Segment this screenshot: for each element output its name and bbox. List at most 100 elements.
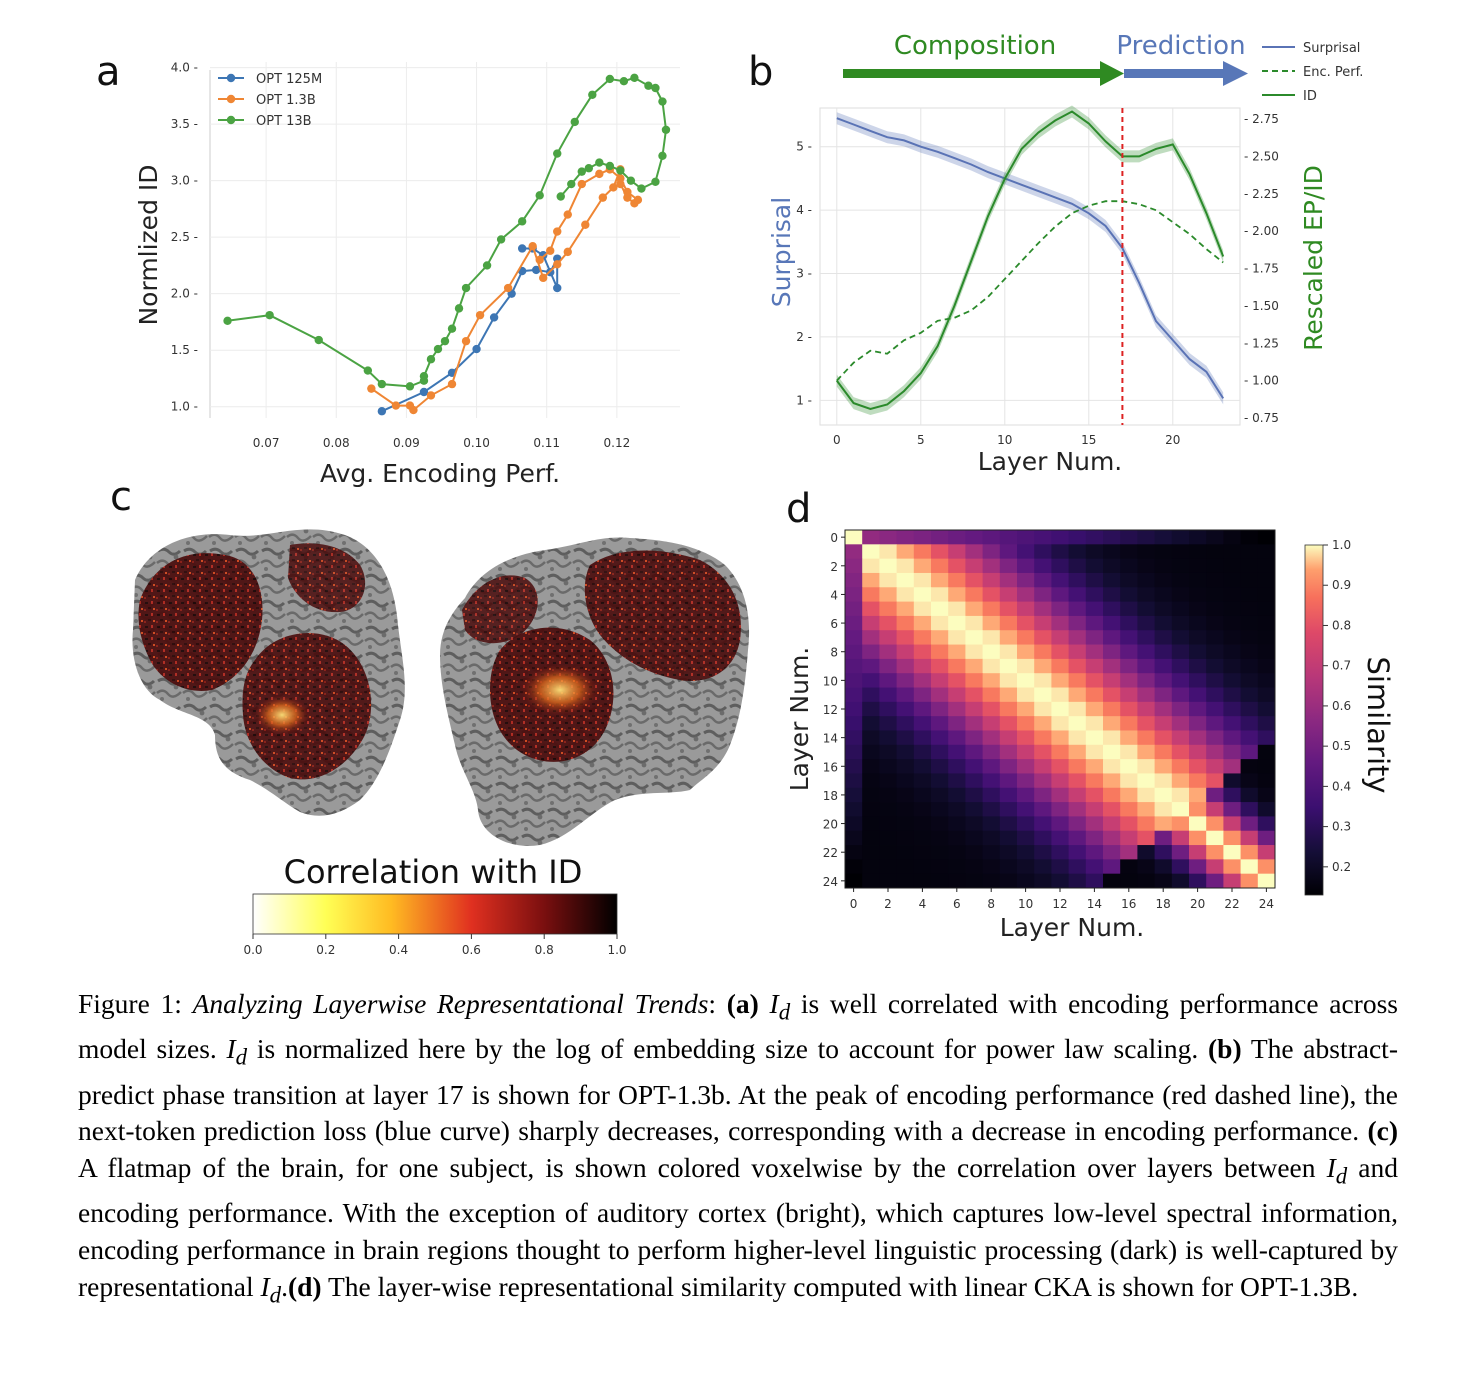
heatmap-cell: [1257, 572, 1276, 588]
heatmap-cell: [845, 572, 863, 588]
heatmap-cell: [879, 687, 897, 703]
heatmap-cell: [1154, 558, 1173, 574]
heatmap-cell: [931, 773, 949, 789]
heatmap-cell: [845, 759, 863, 774]
heatmap-cell: [879, 558, 897, 574]
caption-symbol: I: [226, 1033, 236, 1065]
heatmap-cell: [1206, 716, 1224, 731]
heatmap-cell: [1154, 615, 1173, 631]
heatmap-cell: [931, 802, 949, 817]
legend-label: Surprisal: [1303, 41, 1360, 56]
heatmap-cell: [862, 615, 880, 631]
heatmap-cell: [862, 601, 880, 617]
caption-text: is normalized here by the log of embeddi…: [247, 1033, 1209, 1065]
colorbar-tick-label: 0.7: [1332, 659, 1351, 673]
heatmap-cell: [1085, 873, 1104, 889]
heatmap-cell: [965, 830, 983, 846]
heatmap-cell: [931, 687, 949, 703]
y-tick-label: 12: [823, 703, 838, 717]
heatmap-cell: [1240, 530, 1259, 545]
data-point: [503, 283, 513, 293]
heatmap-cell: [1257, 544, 1276, 560]
heatmap-cell: [1051, 544, 1069, 560]
caption-text: The layer-wise representational similari…: [321, 1271, 1359, 1303]
heatmap-cell: [1017, 658, 1035, 674]
heatmap-cell: [862, 716, 880, 731]
legend-marker: [226, 94, 236, 104]
heatmap-cell: [879, 730, 897, 746]
series-line: [835, 110, 1225, 411]
heatmap-cell: [1103, 773, 1121, 789]
data-point: [658, 97, 667, 106]
heatmap-cell: [1257, 873, 1276, 889]
heatmap-cell: [896, 558, 915, 574]
heatmap-cell: [879, 587, 897, 602]
heatmap-cell: [965, 859, 983, 875]
heatmap-cell: [948, 601, 966, 617]
heatmap-cell: [1068, 873, 1087, 889]
heatmap-cell: [948, 830, 966, 846]
plot-a-legend: OPT 125M OPT 1.3B OPT 13B: [218, 72, 322, 129]
heatmap-cell: [1223, 716, 1241, 731]
heatmap-cell: [931, 572, 949, 588]
heatmap-cell: [1068, 816, 1087, 832]
heatmap-cell: [1085, 759, 1104, 774]
heatmap-cell: [1068, 744, 1087, 760]
heatmap-cell: [1034, 802, 1052, 817]
plot-a-ytick: 2.5 -: [171, 230, 198, 244]
heatmap-cell: [948, 673, 966, 688]
heatmap-cell: [913, 873, 932, 889]
heatmap-cell: [1206, 658, 1224, 674]
plot-b-series: [835, 105, 1225, 415]
heatmap-cell: [1154, 530, 1173, 545]
heatmap-cell: [1223, 845, 1241, 860]
heatmap-cell: [1120, 773, 1138, 789]
heatmap-cell: [965, 816, 983, 832]
heatmap-cell: [1068, 787, 1087, 803]
heatmap-cell: [1051, 744, 1069, 760]
heatmap-cell: [1051, 658, 1069, 674]
plot-b-ytick-left: 1 -: [796, 393, 812, 407]
heatmap-cell: [1154, 644, 1173, 660]
heatmap-cell: [999, 558, 1018, 574]
data-point: [553, 260, 562, 269]
heatmap-cell: [1051, 558, 1069, 574]
left-auditory-cortex: [254, 695, 310, 735]
data-point: [588, 90, 597, 99]
y-tick-label: 20: [823, 818, 838, 832]
heatmap-cell: [1051, 601, 1069, 617]
heatmap-cell: [965, 687, 983, 703]
heatmap-cell: [1137, 673, 1155, 688]
data-point: [377, 379, 387, 389]
heatmap-cell: [1189, 816, 1207, 832]
heatmap-cell: [896, 701, 915, 717]
heatmap-cell: [1257, 773, 1276, 789]
heatmap-cell: [1240, 787, 1259, 803]
heatmap-cell: [845, 716, 863, 731]
heatmap-cell: [999, 744, 1018, 760]
heatmap-cell: [1171, 701, 1190, 717]
heatmap-cell: [1068, 530, 1087, 545]
heatmap-cell: [1223, 615, 1241, 631]
heatmap-cell: [1240, 802, 1259, 817]
heatmap-cell: [999, 630, 1018, 645]
data-point: [517, 244, 527, 253]
heatmap-cell: [1154, 859, 1173, 875]
heatmap-cell: [913, 830, 932, 846]
heatmap-cell: [1154, 572, 1173, 588]
heatmap-cell: [948, 759, 966, 774]
heatmap-cell: [1017, 558, 1035, 574]
heatmap-cell: [982, 859, 1001, 875]
heatmap-cell: [1051, 587, 1069, 602]
heatmap-cell: [913, 615, 932, 631]
data-point: [581, 220, 590, 229]
caption-symbol-sub: d: [1335, 1163, 1348, 1189]
heatmap-cell: [1154, 544, 1173, 560]
heatmap-cell: [1223, 830, 1241, 846]
heatmap-cell: [1034, 601, 1052, 617]
heatmap-cell: [1171, 787, 1190, 803]
heatmap-cell: [931, 644, 949, 660]
heatmap-cell: [896, 544, 915, 560]
colorbar-tick-label: 1.0: [1332, 538, 1351, 552]
x-tick-label: 22: [1224, 897, 1239, 911]
